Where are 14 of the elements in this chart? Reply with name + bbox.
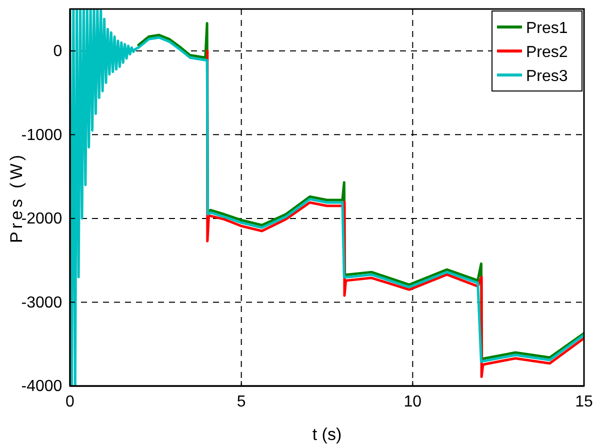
y-tick-label: -4000 [21, 378, 62, 396]
x-tick-label: 15 [575, 394, 593, 411]
legend-label: Pres2 [526, 44, 568, 61]
x-tick-label: 5 [236, 394, 246, 411]
y-tick-label: 0 [53, 43, 62, 60]
x-tick-label: 0 [66, 394, 75, 411]
legend-label: Pres1 [526, 20, 568, 37]
line-series [70, 9, 584, 386]
y-tick-label: -3000 [21, 294, 62, 312]
y-tick-label: -1000 [21, 126, 62, 144]
y-tick-label: -2000 [21, 210, 62, 228]
x-tick-label: 10 [404, 394, 422, 411]
x-axis-title: t (s) [312, 425, 342, 444]
legend-label: Pres3 [526, 68, 568, 85]
